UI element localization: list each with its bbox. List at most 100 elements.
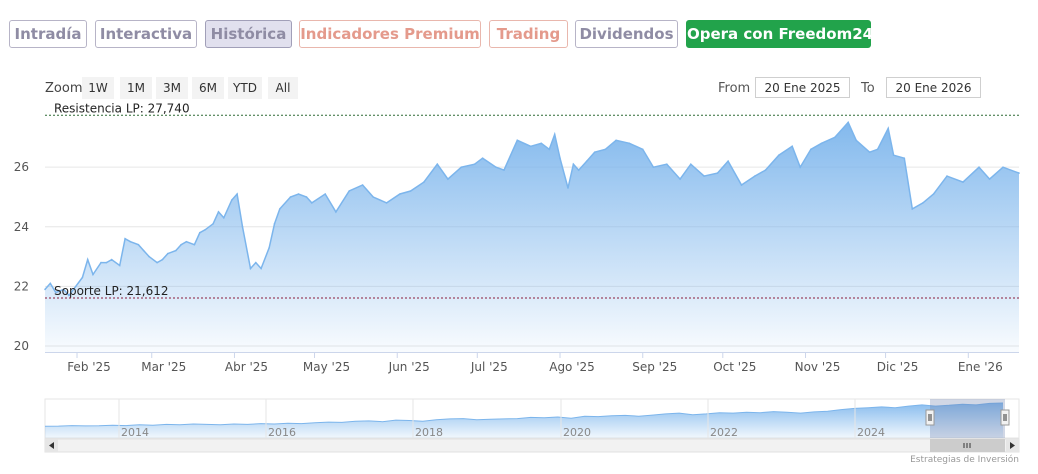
- price-point: [946, 175, 948, 177]
- zoom-all-button[interactable]: All: [268, 77, 298, 99]
- price-point: [593, 151, 596, 153]
- tab-dividendos[interactable]: Dividendos: [575, 20, 678, 48]
- price-point: [548, 148, 551, 151]
- price-point: [217, 211, 220, 213]
- price-point: [679, 178, 681, 180]
- price-point: [49, 282, 52, 285]
- navigator-right-handle-body: [1000, 409, 1010, 426]
- price-point: [559, 157, 561, 159]
- price-point: [44, 288, 46, 291]
- price-point: [81, 276, 84, 279]
- price-point: [148, 255, 150, 258]
- freedom24-button[interactable]: Opera con Freedom24: [686, 20, 873, 48]
- price-point: [249, 267, 252, 270]
- tab-intradia[interactable]: Intradía: [9, 20, 87, 48]
- navigator-year-label: 2024: [857, 426, 885, 439]
- x-tick-label: Dic '25: [877, 360, 919, 374]
- to-date-input[interactable]: 20 Ene 2026: [886, 77, 981, 98]
- price-point: [193, 243, 196, 246]
- price-point: [86, 258, 89, 261]
- price-point: [727, 160, 729, 162]
- price-point: [978, 166, 980, 168]
- price-point: [54, 291, 57, 294]
- price-line: [44, 121, 1020, 297]
- price-point: [932, 193, 935, 195]
- tab-historica[interactable]: Histórica: [205, 20, 292, 48]
- price-point: [553, 133, 556, 136]
- scroll-left-button: [45, 439, 58, 452]
- scroll-right-arrow-icon: [1010, 442, 1015, 449]
- price-point: [223, 217, 225, 219]
- price-point: [540, 142, 543, 145]
- y-tick-label: 20: [14, 339, 29, 353]
- price-point: [185, 240, 188, 243]
- price-point: [241, 226, 244, 228]
- price-point: [305, 196, 308, 198]
- price-point: [110, 258, 113, 261]
- price-point: [161, 258, 164, 261]
- price-point: [988, 178, 991, 180]
- resistance-label: Resistencia LP: 27,740: [54, 101, 190, 115]
- price-point: [834, 136, 836, 139]
- price-point: [260, 267, 262, 270]
- price-point: [962, 181, 964, 183]
- price-point: [199, 231, 201, 234]
- price-point: [799, 166, 801, 168]
- price-point: [124, 237, 126, 240]
- x-tick-label: Nov '25: [795, 360, 841, 374]
- navigator-year-label: 2014: [121, 426, 149, 439]
- price-point: [335, 211, 337, 213]
- navigator-frame: [44, 398, 1020, 439]
- zoom-6m-button[interactable]: 6M: [192, 77, 224, 99]
- price-point: [289, 196, 292, 198]
- y-tick-label: 22: [14, 279, 29, 293]
- navigator-year-label: 2018: [415, 426, 443, 439]
- scroll-left-arrow-icon: [49, 442, 54, 449]
- zoom-3m-button[interactable]: 3M: [156, 77, 188, 99]
- price-point: [892, 154, 895, 156]
- price-point: [703, 175, 705, 177]
- from-date-input[interactable]: 20 Ene 2025: [755, 77, 850, 98]
- price-point: [529, 145, 532, 148]
- price-point: [666, 163, 668, 165]
- zoom-ytd-button[interactable]: YTD: [228, 77, 262, 99]
- x-tick-label: Mar '25: [141, 360, 186, 374]
- to-label: To: [861, 81, 875, 96]
- navigator-left-handle-body: [925, 409, 935, 426]
- price-point: [399, 193, 401, 195]
- price-point: [503, 169, 505, 171]
- zoom-1w-button[interactable]: 1W: [82, 77, 114, 99]
- tab-trading[interactable]: Trading: [489, 20, 568, 48]
- credits-label: Estrategias de Inversión: [910, 455, 1019, 465]
- price-point: [572, 163, 575, 165]
- scrollbar-thumb: [930, 439, 1005, 452]
- price-point: [810, 148, 812, 151]
- price-point: [231, 199, 233, 201]
- price-point: [922, 202, 924, 204]
- price-point: [436, 163, 439, 165]
- price-point: [361, 184, 364, 186]
- price-point: [460, 166, 463, 168]
- price-point: [1002, 166, 1004, 168]
- price-point: [876, 148, 879, 151]
- price-point: [868, 151, 871, 153]
- price-point: [372, 196, 375, 198]
- navigator-selection: [930, 399, 1005, 438]
- price-point: [615, 139, 617, 142]
- price-point: [142, 249, 145, 252]
- price-point: [118, 264, 121, 267]
- tab-interactiva[interactable]: Interactiva: [95, 20, 197, 48]
- zoom-1m-button[interactable]: 1M: [120, 77, 152, 99]
- price-point: [268, 246, 271, 249]
- from-label: From: [718, 81, 751, 96]
- scrollbar-track: [44, 438, 1020, 453]
- price-point: [641, 148, 644, 151]
- x-tick-label: Abr '25: [225, 360, 268, 374]
- price-point: [273, 223, 276, 225]
- price-point: [652, 166, 655, 168]
- price-point: [847, 121, 849, 124]
- price-point: [628, 142, 631, 145]
- tab-indicadores-premium[interactable]: Indicadores Premium: [299, 20, 481, 48]
- price-point: [516, 139, 519, 142]
